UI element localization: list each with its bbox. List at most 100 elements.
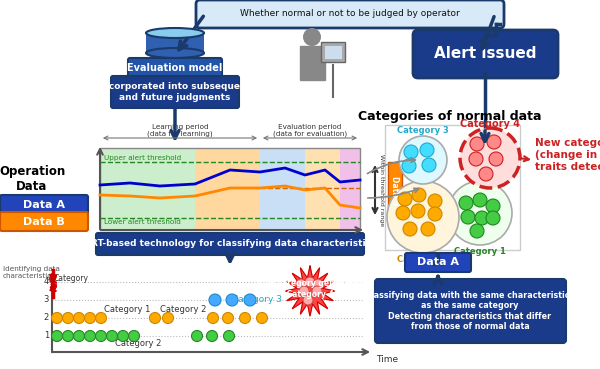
Text: Classifying data with the same characteristics
as the same category
Detecting ch: Classifying data with the same character… xyxy=(365,291,575,331)
Text: Category 3: Category 3 xyxy=(232,294,282,303)
FancyBboxPatch shape xyxy=(111,76,239,108)
Bar xyxy=(385,125,520,250)
Text: Category 3: Category 3 xyxy=(397,126,449,135)
Circle shape xyxy=(52,313,62,324)
Circle shape xyxy=(223,331,235,341)
Circle shape xyxy=(128,331,139,341)
FancyBboxPatch shape xyxy=(321,42,345,62)
Text: Evaluation model: Evaluation model xyxy=(127,63,223,73)
Circle shape xyxy=(299,286,309,296)
Text: Data A: Data A xyxy=(417,257,459,267)
FancyBboxPatch shape xyxy=(0,212,88,231)
Circle shape xyxy=(191,331,203,341)
Text: Data A: Data A xyxy=(23,200,65,210)
Circle shape xyxy=(118,331,128,341)
Text: Time: Time xyxy=(376,355,398,364)
Text: Evaluation period
(data for evaluation): Evaluation period (data for evaluation) xyxy=(273,124,347,137)
Text: ART-based technology for classifying data characteristics: ART-based technology for classifying dat… xyxy=(84,239,376,248)
Circle shape xyxy=(428,194,442,208)
Circle shape xyxy=(486,211,500,225)
Circle shape xyxy=(62,331,74,341)
FancyBboxPatch shape xyxy=(196,0,504,28)
Circle shape xyxy=(208,313,218,324)
Circle shape xyxy=(489,152,503,166)
Bar xyxy=(195,148,260,230)
Circle shape xyxy=(313,279,323,289)
Polygon shape xyxy=(300,46,325,80)
Circle shape xyxy=(396,206,410,220)
Circle shape xyxy=(404,145,418,159)
Text: Data B: Data B xyxy=(391,176,400,204)
FancyBboxPatch shape xyxy=(0,195,88,214)
Circle shape xyxy=(422,158,436,172)
Text: Incorporated into subsequent
and future judgments: Incorporated into subsequent and future … xyxy=(99,82,251,102)
FancyBboxPatch shape xyxy=(405,253,471,272)
Circle shape xyxy=(62,313,74,324)
FancyBboxPatch shape xyxy=(96,233,364,255)
Circle shape xyxy=(459,196,473,210)
Circle shape xyxy=(107,331,118,341)
Circle shape xyxy=(402,159,416,173)
Circle shape xyxy=(95,331,107,341)
Ellipse shape xyxy=(146,48,204,58)
Bar xyxy=(260,148,305,230)
Circle shape xyxy=(163,313,173,324)
Text: Lower alert threshold: Lower alert threshold xyxy=(104,219,181,225)
Text: Learning period
(data for learning): Learning period (data for learning) xyxy=(147,124,213,137)
Text: 2: 2 xyxy=(44,314,49,323)
Bar xyxy=(388,162,402,218)
Circle shape xyxy=(387,181,459,253)
Circle shape xyxy=(312,286,322,296)
Text: Alert issued: Alert issued xyxy=(434,46,536,62)
Circle shape xyxy=(239,313,251,324)
Circle shape xyxy=(209,294,221,306)
Circle shape xyxy=(398,192,412,206)
Text: Category 4: Category 4 xyxy=(460,119,520,129)
Circle shape xyxy=(303,295,313,305)
Text: Category 2: Category 2 xyxy=(160,306,206,314)
Bar xyxy=(100,148,360,230)
Circle shape xyxy=(479,167,493,181)
Circle shape xyxy=(486,199,500,213)
Circle shape xyxy=(399,136,447,184)
Bar xyxy=(100,148,195,230)
Circle shape xyxy=(461,210,475,224)
Circle shape xyxy=(95,313,107,324)
Bar xyxy=(340,148,360,230)
Circle shape xyxy=(487,135,501,149)
Circle shape xyxy=(420,143,434,157)
Circle shape xyxy=(305,277,315,287)
Circle shape xyxy=(470,224,484,238)
Text: Category 1: Category 1 xyxy=(454,247,506,256)
Circle shape xyxy=(74,331,85,341)
Circle shape xyxy=(475,211,489,225)
Circle shape xyxy=(403,222,417,236)
Circle shape xyxy=(244,294,256,306)
Circle shape xyxy=(460,128,520,188)
Circle shape xyxy=(412,188,426,202)
Circle shape xyxy=(149,313,161,324)
Text: 4: 4 xyxy=(44,277,49,286)
Text: 3: 3 xyxy=(44,296,49,304)
FancyBboxPatch shape xyxy=(325,45,341,59)
Circle shape xyxy=(448,181,512,245)
Text: Upper alert threshold: Upper alert threshold xyxy=(104,155,181,161)
Circle shape xyxy=(52,331,62,341)
Text: New category
(change in
traits detected): New category (change in traits detected) xyxy=(535,138,600,172)
Bar xyxy=(305,148,340,230)
Text: Whether normal or not to be judged by operator: Whether normal or not to be judged by op… xyxy=(240,10,460,18)
FancyBboxPatch shape xyxy=(375,279,566,343)
Bar xyxy=(146,33,204,53)
FancyBboxPatch shape xyxy=(128,58,222,78)
Text: Categories of normal data: Categories of normal data xyxy=(358,110,542,123)
Text: New category generated
(Category 4): New category generated (Category 4) xyxy=(256,279,364,299)
Circle shape xyxy=(296,279,306,289)
Text: Identifying data
characteristics: Identifying data characteristics xyxy=(3,266,60,279)
Circle shape xyxy=(469,152,483,166)
Circle shape xyxy=(74,313,85,324)
Ellipse shape xyxy=(146,28,204,38)
Text: Category: Category xyxy=(54,274,89,283)
Text: Category 2: Category 2 xyxy=(397,255,449,264)
Circle shape xyxy=(470,137,484,151)
Text: Category 2: Category 2 xyxy=(115,338,161,348)
